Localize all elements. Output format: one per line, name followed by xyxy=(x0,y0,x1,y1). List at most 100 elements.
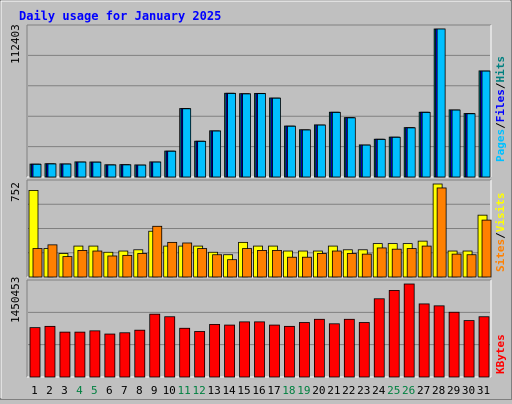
day-label-21: 21 xyxy=(327,384,340,397)
bar-kbytes-day-30 xyxy=(463,320,475,378)
ymax-label-visits: 752 xyxy=(9,182,22,202)
bar-pages-day-6 xyxy=(107,164,117,178)
legend-sep-2: / xyxy=(494,82,507,89)
bar-pages-day-9 xyxy=(152,161,162,178)
legend-pages: Pages xyxy=(494,129,507,162)
bar-sites-day-29 xyxy=(451,253,462,278)
bar-sites-day-13 xyxy=(212,254,223,278)
bar-kbytes-day-17 xyxy=(269,324,280,378)
bar-kbytes-day-2 xyxy=(44,325,56,378)
bar-kbytes-day-25 xyxy=(388,290,400,378)
bar-kbytes-day-18 xyxy=(284,325,295,378)
bar-sites-day-9 xyxy=(152,225,163,278)
bar-pages-day-17 xyxy=(272,97,281,178)
bar-pages-day-12 xyxy=(197,141,207,178)
bar-sites-day-5 xyxy=(92,250,103,278)
day-label-1: 1 xyxy=(31,384,38,397)
bar-kbytes-day-22 xyxy=(343,318,355,378)
bar-sites-day-30 xyxy=(466,254,477,278)
bar-sites-day-18 xyxy=(287,256,297,278)
bar-kbytes-day-6 xyxy=(104,333,116,378)
bar-sites-day-6 xyxy=(107,255,118,278)
bar-kbytes-day-3 xyxy=(59,331,71,378)
day-label-12: 12 xyxy=(193,384,206,397)
bar-kbytes-day-8 xyxy=(134,329,146,378)
day-label-13: 13 xyxy=(207,384,220,397)
day-label-19: 19 xyxy=(297,384,310,397)
legend-sites: Sites xyxy=(494,239,507,272)
bar-pages-day-27 xyxy=(421,112,431,178)
day-label-20: 20 xyxy=(312,384,325,397)
day-label-4: 4 xyxy=(76,384,83,397)
bar-pages-day-14 xyxy=(227,93,236,178)
day-label-18: 18 xyxy=(282,384,295,397)
bar-sites-day-11 xyxy=(182,242,193,278)
bar-pages-day-16 xyxy=(257,93,266,178)
bar-sites-day-1 xyxy=(32,248,43,278)
bar-sites-day-23 xyxy=(361,253,372,278)
bar-pages-day-18 xyxy=(287,125,296,178)
panel-visits-sites xyxy=(26,179,492,278)
bar-pages-day-4 xyxy=(77,161,87,178)
bar-kbytes-day-27 xyxy=(418,303,430,378)
day-label-8: 8 xyxy=(136,384,143,397)
bar-pages-day-15 xyxy=(242,93,251,178)
bar-kbytes-day-11 xyxy=(179,327,191,378)
day-label-10: 10 xyxy=(163,384,176,397)
bar-pages-day-2 xyxy=(47,163,57,178)
bar-pages-day-19 xyxy=(302,129,311,178)
day-label-14: 14 xyxy=(222,384,236,397)
bar-pages-day-31 xyxy=(481,70,491,178)
day-label-6: 6 xyxy=(106,384,113,397)
bar-sites-day-10 xyxy=(167,241,178,278)
bar-pages-day-1 xyxy=(32,163,42,178)
day-label-7: 7 xyxy=(121,384,128,397)
day-label-2: 2 xyxy=(46,384,53,397)
bar-kbytes-day-1 xyxy=(29,327,41,378)
bar-sites-day-19 xyxy=(302,256,312,278)
legend-visits: Visits xyxy=(494,193,507,233)
bar-sites-day-24 xyxy=(376,247,387,278)
bar-kbytes-day-20 xyxy=(313,318,325,378)
legend-sep-1: / xyxy=(494,122,507,129)
panel-hits-files-pages xyxy=(26,24,492,178)
bar-pages-day-29 xyxy=(451,109,461,178)
bar-pages-day-3 xyxy=(62,163,72,178)
bar-sites-day-7 xyxy=(122,254,133,278)
day-label-3: 3 xyxy=(61,384,68,397)
day-label-5: 5 xyxy=(91,384,98,397)
bar-pages-day-23 xyxy=(361,144,371,178)
bar-pages-day-5 xyxy=(92,161,102,178)
day-label-31: 31 xyxy=(477,384,490,397)
bar-kbytes-day-5 xyxy=(89,330,101,378)
bar-sites-day-2 xyxy=(47,244,58,278)
bar-pages-day-30 xyxy=(466,113,476,178)
day-label-30: 30 xyxy=(462,384,475,397)
panel-kbytes xyxy=(26,279,492,378)
day-label-25: 25 xyxy=(387,384,400,397)
bar-kbytes-day-28 xyxy=(433,305,445,378)
bar-sites-day-4 xyxy=(77,250,88,278)
legend-kbytes: KBytes xyxy=(494,334,507,374)
bar-pages-day-8 xyxy=(137,164,147,178)
bar-sites-day-22 xyxy=(346,253,357,278)
bar-pages-day-13 xyxy=(212,130,222,178)
legend-files: Files xyxy=(494,89,507,122)
bar-kbytes-day-23 xyxy=(358,322,370,378)
bar-pages-day-7 xyxy=(122,164,132,178)
bar-kbytes-day-4 xyxy=(74,331,86,378)
day-label-28: 28 xyxy=(432,384,445,397)
bar-sites-day-16 xyxy=(257,250,267,278)
bar-sites-day-28 xyxy=(436,187,447,278)
bar-pages-day-22 xyxy=(346,117,356,178)
bar-kbytes-day-13 xyxy=(209,324,221,378)
bar-pages-day-21 xyxy=(331,112,341,178)
day-label-23: 23 xyxy=(357,384,370,397)
bar-sites-day-31 xyxy=(481,219,492,278)
bar-kbytes-day-15 xyxy=(239,321,250,378)
day-label-27: 27 xyxy=(417,384,430,397)
bar-kbytes-day-12 xyxy=(194,331,206,378)
bar-sites-day-21 xyxy=(331,250,342,278)
bar-pages-day-20 xyxy=(316,124,326,178)
